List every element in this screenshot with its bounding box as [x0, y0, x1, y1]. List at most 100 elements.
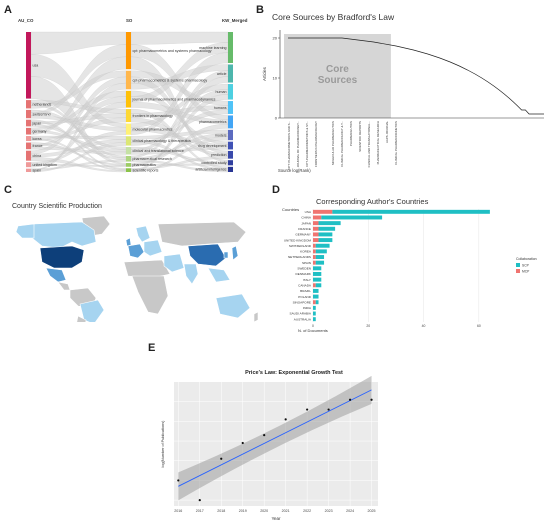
- country-label: SINGAPORE: [293, 300, 311, 304]
- sankey-column-header: SO: [126, 18, 133, 23]
- sankey-flow: [30, 142, 127, 173]
- bar-scp: [313, 305, 316, 310]
- data-point: [327, 408, 330, 411]
- bar-mcp: [313, 226, 319, 231]
- bar-scp: [318, 238, 333, 243]
- panel-a-letter: A: [4, 4, 12, 16]
- sankey-node: [126, 163, 131, 167]
- bar-scp: [315, 300, 319, 305]
- x-tick-label: 2025: [368, 509, 376, 513]
- sankey-node: [228, 150, 233, 159]
- map-region-india: [183, 263, 199, 285]
- x-tick-label: JOURNAL OF PHARMACOKINET...: [296, 121, 300, 168]
- panel-b-bradford: B Core Sources by Bradford's Law Core Sour…: [254, 0, 550, 178]
- bradford-title: Core Sources by Bradford's Law: [272, 12, 395, 22]
- bar-scp: [313, 294, 319, 299]
- data-point: [306, 408, 309, 411]
- countries-y-label: Countries: [282, 207, 299, 212]
- y-tick-label: 10: [273, 76, 278, 81]
- bar-scp: [318, 226, 336, 231]
- bar-scp: [315, 249, 327, 254]
- sankey-node-label: journal of pharmacokinetics and pharmaco…: [132, 97, 216, 101]
- sankey-node-label: drug development: [198, 144, 227, 148]
- sankey-node-label: frontiers in pharmacology: [133, 114, 174, 118]
- sankey-node: [126, 136, 131, 146]
- sankey-node: [26, 142, 31, 150]
- sankey-node: [126, 32, 131, 70]
- countries-title: Corresponding Author's Countries: [316, 197, 429, 206]
- data-point: [177, 479, 180, 482]
- sankey-node: [26, 109, 31, 119]
- sankey-node: [126, 155, 131, 162]
- panel-b-letter: B: [256, 4, 264, 16]
- sankey-node-label: switzerland: [33, 112, 51, 116]
- sankey-node: [228, 32, 233, 63]
- sankey-node-label: china: [33, 154, 42, 158]
- data-point: [284, 418, 287, 421]
- bar-scp: [315, 243, 330, 248]
- bar-scp: [313, 317, 316, 322]
- panel-c-map: C Country Scientific Production: [0, 182, 270, 351]
- map-region-russia: [157, 221, 247, 247]
- bar-mcp: [313, 283, 316, 288]
- sankey-node-label: spain: [33, 169, 42, 173]
- x-tick-label: CPT: PHARMACOMETRICS AND S...: [287, 121, 291, 170]
- sankey-node: [228, 84, 233, 100]
- sankey-node-label: molecular pharmaceutics: [133, 127, 173, 131]
- sankey-flow: [130, 163, 229, 166]
- map-region-japan: [231, 245, 239, 261]
- map-region-southeast-asia: [207, 267, 231, 283]
- map-region-central-america: [57, 281, 71, 291]
- data-point: [348, 398, 352, 401]
- map-title: Country Scientific Production: [12, 203, 102, 210]
- legend-swatch-scp: [516, 263, 520, 267]
- sankey-node: [228, 101, 233, 114]
- sankey-node: [228, 160, 233, 166]
- x-tick-label: CPT-PHARMACOMETRICS & SY...: [305, 121, 309, 167]
- data-point: [370, 398, 373, 401]
- y-axis-label: log(Number of Publications): [161, 420, 165, 468]
- sankey-node: [126, 109, 131, 123]
- countries-bar-chart: Corresponding Author's Countries Countrie…: [282, 197, 537, 333]
- map-region-mexico: [45, 267, 67, 283]
- x-tick-label: PHARMACEUTICS: [349, 121, 353, 146]
- legend-title: Collaboration: [516, 257, 537, 261]
- sankey-node-label: article: [217, 72, 227, 76]
- sankey-node-label: clinical pharmacology & therapeutics: [133, 139, 192, 143]
- sankey-node-label: united kingdom: [33, 163, 57, 167]
- bar-mcp: [313, 209, 333, 214]
- x-tick-label: MOLECULAR PHARMACEUTICS: [331, 121, 335, 165]
- x-tick-label: 2018: [217, 509, 225, 513]
- sankey-node: [126, 90, 131, 108]
- country-label: UNITED KINGDOM: [284, 238, 312, 242]
- sankey-node: [228, 166, 233, 172]
- bar-scp: [318, 221, 341, 226]
- sankey-node-label: pharmaceutics: [133, 163, 157, 167]
- bar-scp: [313, 266, 322, 271]
- sankey-node-label: prediction: [211, 153, 227, 157]
- countries-x-label: N. of Documents: [298, 328, 328, 332]
- data-point: [263, 434, 266, 437]
- x-tick-label: CLINICAL PHARMACOKINETICS: [394, 121, 398, 165]
- panel-d-countries: D Corresponding Author's Countries Countr…: [270, 182, 550, 333]
- x-tick-label: 2020: [260, 509, 268, 513]
- bar-scp: [332, 209, 490, 214]
- x-axis-label: Source log(Rank): [278, 168, 311, 173]
- map-region-canada: [31, 221, 97, 249]
- country-label: CHINA: [301, 216, 312, 220]
- country-label: USA: [305, 210, 312, 214]
- sankey-node-label: artificial intelligence: [195, 168, 226, 172]
- x-tick-label: AAPS JOURNAL: [385, 121, 389, 143]
- x-tick-label: 2016: [174, 509, 182, 513]
- sankey-flow: [130, 31, 229, 45]
- country-label: SPAIN: [302, 261, 311, 265]
- sankey-node: [228, 129, 233, 141]
- map-region-africa-south: [131, 275, 169, 315]
- panel-a-sankey: A AU_CO SO KW_Merged usa netherlands switzerl…: [0, 0, 250, 178]
- x-tick-label: 60: [477, 324, 481, 328]
- country-label: JAPAN: [301, 221, 311, 225]
- sankey-node-label: clinical and translational science: [133, 149, 184, 153]
- bar-mcp: [313, 300, 316, 305]
- bar-scp: [321, 215, 383, 220]
- sankey-node: [126, 123, 131, 135]
